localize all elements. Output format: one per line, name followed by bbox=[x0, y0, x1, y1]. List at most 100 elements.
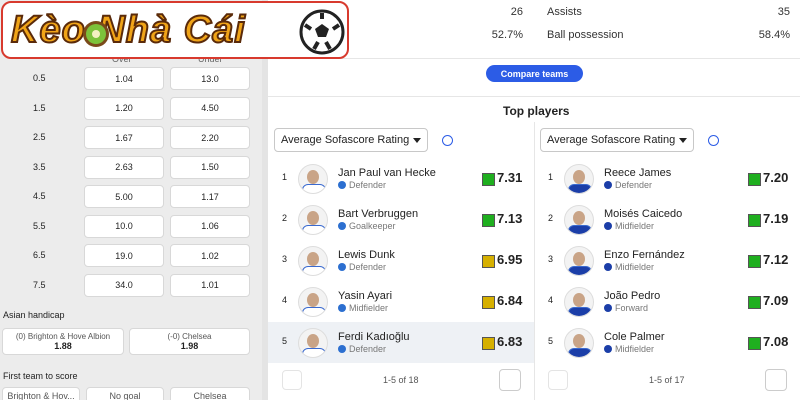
avatar-shirt bbox=[302, 225, 326, 234]
prev-button[interactable] bbox=[548, 370, 568, 390]
avatar-shirt bbox=[568, 225, 592, 234]
team-icon bbox=[338, 263, 346, 271]
player-position: Defender bbox=[349, 180, 387, 190]
player-row[interactable]: 1 Reece James Defender 7.20 bbox=[535, 158, 800, 199]
info-icon[interactable] bbox=[442, 135, 453, 146]
rating-badge bbox=[482, 255, 495, 268]
team-icon bbox=[604, 304, 612, 312]
info-icon[interactable] bbox=[708, 135, 719, 146]
player-rating: 7.13 bbox=[497, 211, 523, 226]
team-icon bbox=[338, 222, 346, 230]
score-option[interactable]: Chelsea bbox=[170, 387, 250, 400]
odds-under[interactable]: 1.17 bbox=[170, 185, 250, 208]
odds-over[interactable]: 2.63 bbox=[84, 155, 164, 179]
player-rating: 7.20 bbox=[763, 170, 789, 185]
player-row[interactable]: 4 João Pedro Forward 7.09 bbox=[535, 281, 800, 322]
odds-under[interactable]: 1.01 bbox=[170, 273, 250, 297]
odds-over[interactable]: 1.67 bbox=[84, 126, 164, 149]
player-position: Goalkeeper bbox=[349, 221, 396, 231]
score-option[interactable]: No goal bbox=[86, 387, 164, 400]
player-rating: 7.09 bbox=[763, 293, 789, 308]
player-rank: 5 bbox=[282, 336, 288, 346]
player-row[interactable]: 4 Yasin Ayari Midfielder 6.84 bbox=[268, 281, 534, 322]
odds-under[interactable]: 13.0 bbox=[170, 67, 250, 90]
avatar-shirt bbox=[302, 348, 326, 357]
team-icon bbox=[338, 345, 346, 353]
avatar-shirt bbox=[568, 348, 592, 357]
odds-over[interactable]: 10.0 bbox=[84, 214, 164, 238]
score-option[interactable]: Brighton & Hov... bbox=[2, 387, 80, 400]
player-rating: 6.84 bbox=[497, 293, 523, 308]
player-position: Midfielder bbox=[615, 262, 655, 272]
player-name: João Pedro bbox=[604, 290, 661, 302]
odds-over[interactable]: 1.04 bbox=[84, 67, 164, 90]
odds-header: Under bbox=[198, 54, 223, 64]
odds-under[interactable]: 1.06 bbox=[170, 214, 250, 238]
player-rank: 5 bbox=[548, 336, 554, 346]
player-row[interactable]: 3 Lewis Dunk Defender 6.95 bbox=[268, 240, 534, 281]
line-label: 0.5 bbox=[33, 73, 46, 83]
odds-under[interactable]: 1.50 bbox=[170, 155, 250, 179]
player-rating: 7.08 bbox=[763, 334, 789, 349]
rating-dropdown[interactable]: Average Sofascore Rating bbox=[274, 128, 428, 152]
rating-badge bbox=[748, 337, 761, 350]
divider bbox=[534, 122, 535, 400]
team-icon bbox=[604, 181, 612, 189]
player-row[interactable]: 5 Cole Palmer Midfielder 7.08 bbox=[535, 322, 800, 363]
avatar-shirt bbox=[568, 184, 592, 193]
rating-badge bbox=[748, 173, 761, 186]
caret bbox=[679, 138, 687, 147]
player-row[interactable]: 5 Ferdi Kadıoğlu Defender 6.83 bbox=[268, 322, 534, 363]
player-name: Lewis Dunk bbox=[338, 249, 395, 261]
player-avatar bbox=[298, 287, 328, 317]
next-button[interactable] bbox=[765, 369, 787, 391]
rating-dropdown[interactable]: Average Sofascore Rating bbox=[540, 128, 694, 152]
player-row[interactable]: 3 Enzo Fernández Midfielder 7.12 bbox=[535, 240, 800, 281]
handicap-option[interactable]: (0) Brighton & Hove Albion 1.88 bbox=[2, 328, 124, 355]
player-rating: 6.83 bbox=[497, 334, 523, 349]
player-row[interactable]: 1 Jan Paul van Hecke Defender 7.31 bbox=[268, 158, 534, 199]
player-row[interactable]: 2 Moisés Caicedo Midfielder 7.19 bbox=[535, 199, 800, 240]
player-avatar bbox=[564, 205, 594, 235]
divider bbox=[268, 58, 800, 59]
odds-under[interactable]: 4.50 bbox=[170, 96, 250, 120]
dropdown-label: Average Sofascore Rating bbox=[281, 134, 410, 146]
player-avatar bbox=[298, 328, 328, 358]
player-avatar bbox=[564, 164, 594, 194]
avatar-head bbox=[307, 252, 319, 266]
compare-button[interactable]: Compare teams bbox=[486, 65, 583, 82]
player-name: Reece James bbox=[604, 167, 672, 179]
player-name: Moisés Caicedo bbox=[604, 208, 683, 220]
next-button[interactable] bbox=[499, 369, 521, 391]
player-rank: 2 bbox=[548, 213, 554, 223]
player-name: Jan Paul van Hecke bbox=[338, 167, 436, 179]
avatar-head bbox=[307, 170, 319, 184]
logo-text: Kèo Nhà Cái bbox=[10, 8, 246, 52]
logo[interactable]: Kèo Nhà Cái bbox=[1, 1, 349, 59]
player-rank: 3 bbox=[282, 254, 288, 264]
prev-button[interactable] bbox=[282, 370, 302, 390]
handicap-option[interactable]: (-0) Chelsea 1.98 bbox=[129, 328, 250, 355]
odds-over[interactable]: 5.00 bbox=[84, 185, 164, 208]
pagination: 1-5 of 18 bbox=[383, 375, 419, 385]
odds-over[interactable]: 34.0 bbox=[84, 273, 164, 297]
odds-over[interactable]: 1.20 bbox=[84, 96, 164, 120]
player-position: Defender bbox=[349, 344, 387, 354]
avatar-head bbox=[573, 334, 585, 348]
player-position: Defender bbox=[349, 262, 387, 272]
section-title: Top players bbox=[503, 104, 570, 118]
avatar-shirt bbox=[568, 307, 592, 316]
stat-value: 52.7% bbox=[491, 29, 523, 41]
avatar-head bbox=[573, 211, 585, 225]
player-rating: 6.95 bbox=[497, 252, 523, 267]
odds-over[interactable]: 19.0 bbox=[84, 244, 164, 267]
avatar-shirt bbox=[568, 266, 592, 275]
player-row[interactable]: 2 Bart Verbruggen Goalkeeper 7.13 bbox=[268, 199, 534, 240]
stats-panel: 26 52.7% Assists 35 Ball possession 58.4% Comp… bbox=[268, 0, 800, 400]
odds-under[interactable]: 2.20 bbox=[170, 126, 250, 149]
line-label: 3.5 bbox=[33, 161, 46, 172]
avatar-shirt bbox=[302, 184, 326, 193]
player-avatar bbox=[298, 246, 328, 276]
odds-under[interactable]: 1.02 bbox=[170, 244, 250, 267]
